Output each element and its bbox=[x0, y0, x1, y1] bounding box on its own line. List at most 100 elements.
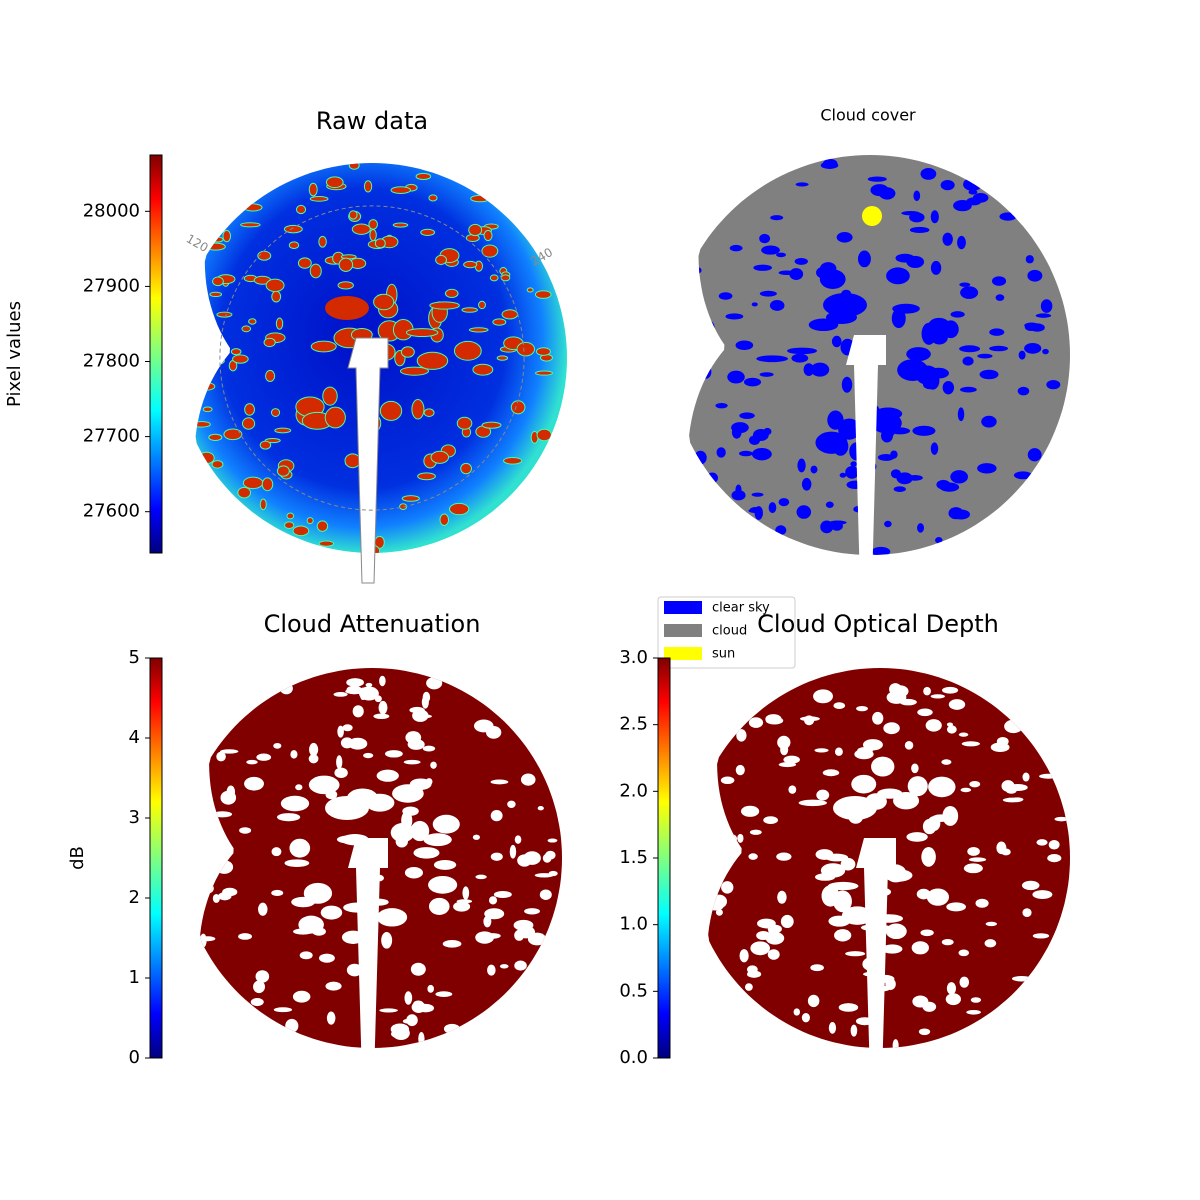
blob bbox=[928, 317, 950, 333]
colorbar-label: dB bbox=[67, 846, 88, 870]
blob bbox=[226, 785, 236, 799]
blob bbox=[195, 382, 216, 391]
blob bbox=[946, 982, 957, 995]
blob bbox=[256, 753, 272, 761]
colorbar-tick-label: 5 bbox=[129, 647, 140, 668]
blob bbox=[720, 776, 735, 785]
blob bbox=[897, 359, 929, 381]
blob bbox=[488, 896, 498, 905]
blob bbox=[275, 317, 284, 330]
blob bbox=[989, 345, 1009, 352]
blob bbox=[524, 908, 540, 915]
blob bbox=[731, 490, 746, 501]
blob bbox=[415, 172, 432, 181]
blob bbox=[211, 460, 224, 469]
blob bbox=[765, 714, 782, 724]
blob bbox=[400, 346, 415, 358]
blob bbox=[292, 990, 311, 1003]
blob bbox=[941, 938, 954, 946]
blob bbox=[325, 176, 344, 189]
blob bbox=[429, 301, 460, 310]
panel-title: Cloud Attenuation bbox=[264, 610, 481, 638]
blob bbox=[996, 841, 1007, 855]
blob bbox=[200, 882, 214, 895]
blob bbox=[308, 754, 319, 764]
blob bbox=[526, 287, 534, 293]
colorbar-tick-label: 3 bbox=[129, 807, 140, 828]
blob bbox=[945, 993, 961, 1006]
blob bbox=[833, 890, 852, 913]
blob bbox=[918, 1028, 931, 1036]
blob bbox=[428, 194, 438, 202]
blob bbox=[309, 196, 329, 202]
blob bbox=[822, 158, 838, 169]
blob bbox=[793, 1008, 801, 1016]
legend-label: sun bbox=[712, 647, 735, 662]
colorbar-tick-label: 1 bbox=[129, 967, 140, 988]
blob bbox=[892, 1039, 899, 1048]
blob bbox=[746, 970, 762, 978]
blob bbox=[456, 416, 473, 430]
blob bbox=[952, 509, 970, 520]
blob bbox=[834, 747, 843, 756]
blob bbox=[462, 886, 470, 900]
blob bbox=[399, 366, 430, 376]
blob bbox=[727, 834, 738, 844]
blob bbox=[507, 800, 516, 809]
blob bbox=[483, 915, 492, 928]
blob bbox=[1042, 348, 1049, 355]
blob bbox=[778, 270, 795, 276]
blob bbox=[403, 759, 421, 765]
blob bbox=[435, 254, 447, 265]
blob bbox=[725, 313, 744, 320]
blob bbox=[736, 729, 747, 742]
blob bbox=[1032, 890, 1053, 899]
blob bbox=[715, 908, 723, 916]
blob bbox=[911, 763, 919, 774]
blob bbox=[271, 847, 282, 857]
blob bbox=[421, 695, 429, 709]
colorbar bbox=[149, 154, 163, 554]
blob bbox=[739, 949, 749, 963]
blob bbox=[871, 546, 891, 555]
blob bbox=[413, 847, 440, 859]
blob bbox=[401, 495, 420, 502]
blob bbox=[940, 180, 955, 191]
colorbar-tick-label: 27600 bbox=[83, 501, 140, 522]
legend-label: cloud bbox=[712, 624, 747, 639]
legend-swatch bbox=[664, 601, 702, 614]
blob bbox=[489, 274, 499, 282]
blob bbox=[979, 369, 999, 380]
blob bbox=[767, 949, 780, 960]
blob bbox=[810, 362, 830, 377]
sky-image bbox=[708, 668, 1070, 1078]
blob bbox=[535, 370, 553, 376]
blob bbox=[211, 356, 225, 365]
blob bbox=[276, 465, 290, 477]
blob bbox=[410, 820, 430, 842]
blob bbox=[909, 226, 930, 234]
blob bbox=[1035, 313, 1052, 318]
blob bbox=[912, 995, 929, 1008]
blob bbox=[729, 244, 743, 252]
blob bbox=[212, 811, 233, 818]
blob bbox=[958, 949, 970, 957]
blob bbox=[833, 702, 846, 710]
blob bbox=[442, 939, 462, 948]
blob bbox=[244, 776, 264, 791]
blob bbox=[810, 964, 824, 972]
blob bbox=[374, 238, 386, 249]
blob bbox=[418, 1032, 425, 1046]
blob bbox=[241, 325, 252, 333]
blob bbox=[496, 355, 509, 361]
panel-title: Cloud cover bbox=[820, 106, 916, 125]
blob bbox=[801, 1012, 810, 1023]
blob bbox=[833, 796, 877, 820]
blob bbox=[241, 417, 256, 430]
blob bbox=[212, 236, 224, 243]
blob bbox=[365, 793, 395, 812]
blob bbox=[359, 687, 367, 701]
blob bbox=[289, 838, 311, 858]
blob bbox=[417, 1003, 435, 1013]
blob bbox=[939, 482, 960, 492]
